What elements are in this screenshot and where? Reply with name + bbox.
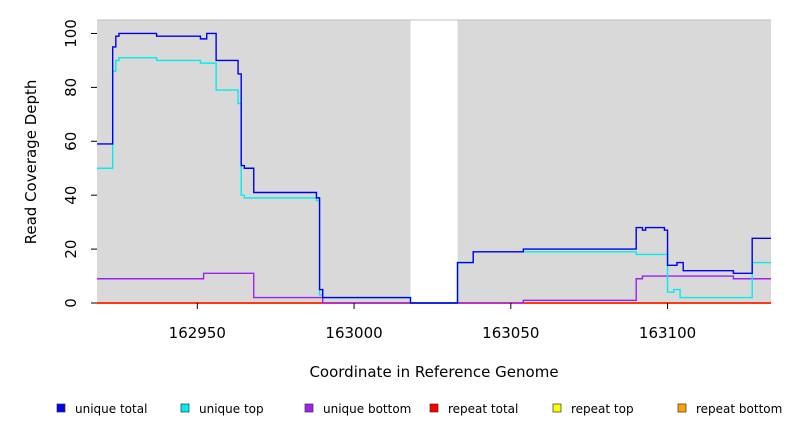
- legend-label: unique total: [75, 402, 147, 416]
- legend-item-unique-total: unique total: [56, 402, 147, 416]
- series-lines: [97, 32, 771, 304]
- legend-swatch: [429, 403, 439, 413]
- y-tick-label: 80: [62, 78, 80, 97]
- y-axis-title: Read Coverage Depth: [22, 80, 40, 245]
- x-tick-label: 163100: [639, 324, 696, 342]
- shaded-region-2: [457, 20, 771, 303]
- x-tick-label: 163050: [482, 324, 539, 342]
- x-axis-title: Coordinate in Reference Genome: [309, 363, 558, 381]
- legend-item-unique-bottom: unique bottom: [304, 402, 411, 416]
- y-tick-label: 20: [62, 240, 80, 259]
- y-tick-label: 40: [62, 186, 80, 205]
- legend-label: repeat bottom: [696, 402, 782, 416]
- legend-label: repeat top: [571, 402, 634, 416]
- y-tick-label: 0: [62, 298, 80, 308]
- shaded-regions: [97, 19, 771, 303]
- legend: unique total unique top unique bottom repea…: [56, 402, 782, 416]
- shaded-region-1: [97, 20, 411, 303]
- series-line-unique-bottom: [97, 272, 771, 304]
- legend-item-repeat-top: repeat top: [552, 402, 634, 416]
- legend-label: repeat total: [448, 402, 518, 416]
- legend-item-repeat-bottom: repeat bottom: [677, 402, 782, 416]
- legend-swatch: [180, 403, 190, 413]
- legend-swatch: [56, 403, 66, 413]
- series-line-unique-total: [97, 32, 771, 304]
- legend-label: unique top: [199, 402, 264, 416]
- legend-swatch: [552, 403, 562, 413]
- legend-item-unique-top: unique top: [180, 402, 264, 416]
- legend-swatch: [304, 403, 314, 413]
- legend-item-repeat-total: repeat total: [429, 402, 518, 416]
- x-tick-label: 162950: [169, 324, 226, 342]
- legend-swatch: [677, 403, 687, 413]
- y-tick-label: 60: [62, 132, 80, 151]
- y-tick-label: 100: [62, 19, 80, 48]
- axes: 0 20 40 60 80 100 162950 163000 163050 163100: [62, 19, 696, 342]
- legend-label: unique bottom: [323, 402, 411, 416]
- x-tick-label: 163000: [325, 324, 382, 342]
